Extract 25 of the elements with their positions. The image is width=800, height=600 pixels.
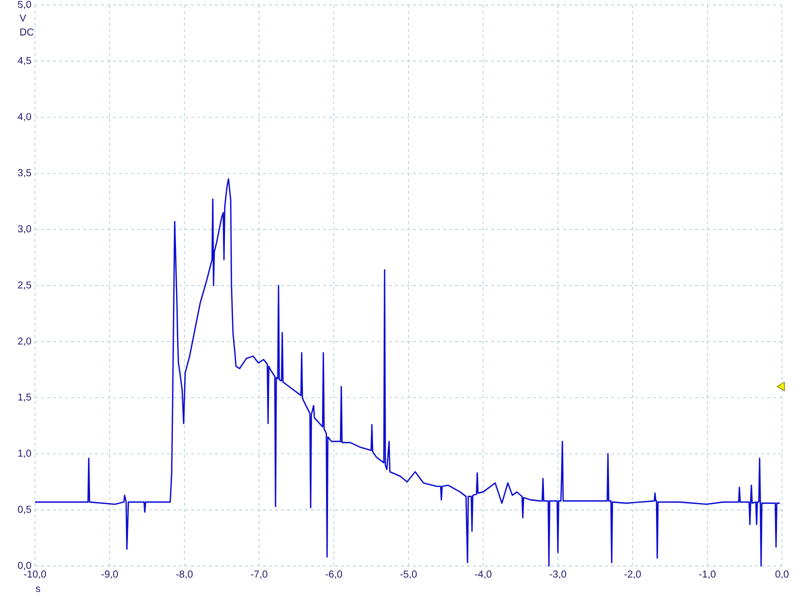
x-tick-label: 0,0 <box>775 570 789 579</box>
y-tick-label: 1,5 <box>18 394 32 402</box>
x-axis-title: s <box>36 586 40 592</box>
y-tick-label: 4,0 <box>18 113 32 122</box>
y-tick-label: 3,0 <box>18 225 32 234</box>
y-tick-label: 0,5 <box>18 506 32 514</box>
y-tick-label: 3,5 <box>18 169 32 178</box>
x-tick-label: -10,0 <box>24 570 46 579</box>
y-tick-label: 2,0 <box>18 337 32 346</box>
x-tick-label: -9,0 <box>102 570 118 579</box>
x-tick-label: -1,0 <box>699 570 716 579</box>
y-tick-label: 4,5 <box>18 57 32 66</box>
text: DC <box>20 28 34 36</box>
x-tick-label: -8,0 <box>176 570 193 579</box>
x-tick-label: -4,0 <box>475 570 492 579</box>
y-tick-label: 1,0 <box>18 450 32 458</box>
y-tick-label: 0,0 <box>18 562 32 570</box>
x-tick-label: -6,0 <box>326 570 342 579</box>
y-tick-label: 2,5 <box>18 281 32 290</box>
x-tick-label: -5,0 <box>400 570 417 579</box>
x-tick-label: -2,0 <box>624 570 641 579</box>
x-tick-label: -7,0 <box>250 570 268 579</box>
x-tick-label: -3,0 <box>550 570 566 579</box>
y-tick-label: 5,0 <box>18 0 32 10</box>
y-axis-title: V <box>20 14 26 22</box>
